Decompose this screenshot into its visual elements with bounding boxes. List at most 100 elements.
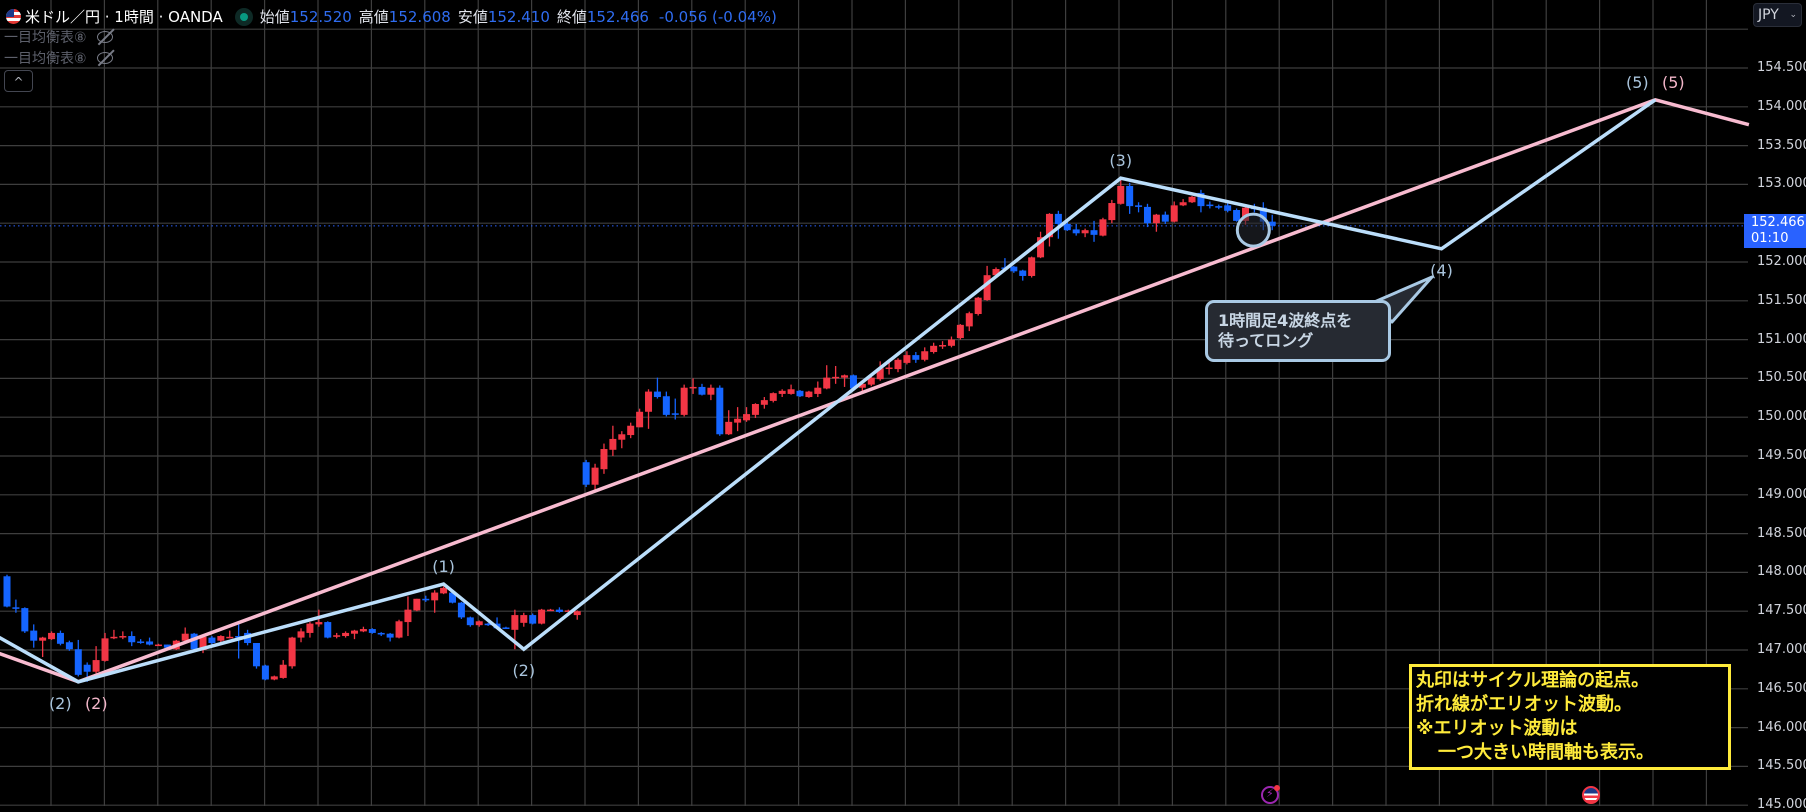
candle [48, 631, 56, 640]
candle [1143, 203, 1151, 228]
price-axis-label: 147.000 [1757, 642, 1806, 657]
symbol-title[interactable]: 米ドル／円 · 1時間 · OANDA [25, 8, 223, 26]
candle [440, 586, 448, 595]
note-line: ※エリオット波動は [1416, 718, 1578, 739]
candle [680, 384, 688, 417]
candle-body [760, 400, 768, 405]
lightning-event-icon[interactable]: ⚡ [1261, 785, 1280, 804]
candle [1090, 220, 1098, 242]
bar-countdown: 01:10 [1751, 231, 1789, 246]
candle-body [395, 621, 403, 638]
candle-body [725, 421, 733, 435]
wave-label: (1) [432, 557, 455, 576]
callout-line: 1時間足4波終点を [1218, 311, 1353, 330]
candle-body [609, 438, 617, 450]
candle-body [894, 359, 902, 370]
candle [912, 352, 920, 363]
candle-body [823, 377, 831, 389]
candle [449, 591, 456, 604]
candle-body [252, 643, 260, 667]
indicator-row[interactable]: 一目均衡表⑧ [4, 27, 113, 47]
candle [137, 639, 145, 644]
candle [101, 632, 109, 662]
candle-body [743, 414, 751, 421]
eye-off-icon[interactable] [96, 31, 113, 43]
candle-body [992, 268, 1000, 276]
candle-body [128, 636, 136, 643]
candle [359, 626, 367, 633]
candle-body [956, 324, 964, 339]
market-open-dot-icon[interactable] [234, 7, 253, 26]
candle-body [627, 425, 635, 436]
candle [350, 629, 358, 640]
candle-body [39, 637, 47, 641]
candle-body [671, 413, 679, 415]
elliott-wave-lines[interactable]: (2) (1) (2) (3) (4) (5) (2) (5) [0, 73, 1750, 713]
collapse-legend-button[interactable]: ^ [4, 70, 33, 92]
candle-body [422, 598, 430, 601]
high-value: 152.608 [388, 7, 451, 26]
candle [1117, 178, 1125, 205]
callout-line: 待ってロング [1218, 331, 1314, 350]
candle [1179, 199, 1187, 207]
eye-off-icon[interactable] [96, 52, 113, 64]
us-economic-event-icon[interactable] [1582, 786, 1600, 804]
candle-body [983, 275, 991, 301]
candle-body [190, 633, 198, 650]
candle-body [413, 598, 421, 611]
candle [3, 574, 11, 608]
candle [21, 607, 29, 633]
candle [333, 632, 341, 639]
cycle-start-circle[interactable] [1235, 212, 1271, 248]
indicator-row[interactable]: 一目均衡表⑧ [4, 48, 113, 68]
note-annotation[interactable]: 丸印はサイクル理論の起点。 折れ線がエリオット波動。 ※エリオット波動は 一つ大… [1409, 664, 1731, 770]
candle [457, 601, 465, 619]
candle-body [30, 630, 38, 641]
change-value: -0.056 (-0.04%) [658, 7, 777, 26]
candle-body [359, 629, 367, 632]
candle [217, 635, 225, 643]
candle [92, 646, 100, 674]
candle-body [1197, 192, 1205, 207]
candle [778, 389, 786, 398]
candle-body [350, 630, 358, 634]
candle-body [814, 387, 822, 394]
candle-body [555, 609, 563, 612]
candle-body [787, 389, 795, 394]
candle [422, 595, 430, 602]
candle-body [484, 623, 492, 626]
candle [867, 376, 875, 387]
candle-body [1143, 206, 1151, 224]
candle-body [600, 449, 608, 470]
close-label: 終値 [556, 8, 587, 26]
candle-body [1063, 223, 1071, 231]
candle-body [841, 375, 849, 378]
candle [270, 675, 278, 681]
callout-annotation[interactable]: 1時間足4波終点を 待ってロング [1205, 300, 1391, 362]
currency-button[interactable]: JPY ⌄ [1753, 3, 1802, 27]
candle [823, 365, 831, 390]
note-line: 丸印はサイクル理論の起点。 [1416, 670, 1650, 691]
candle-body [475, 621, 483, 626]
candle [377, 632, 385, 637]
candle [502, 626, 510, 630]
price-axis-label: 149.500 [1757, 448, 1806, 463]
candle [832, 365, 840, 384]
candle-body [297, 631, 305, 638]
candle-body [3, 576, 11, 607]
candle [1054, 210, 1062, 239]
candle [849, 374, 857, 390]
candle [1072, 223, 1080, 236]
candle-body [199, 636, 207, 650]
candle-body [83, 664, 91, 672]
candle-body [636, 411, 644, 428]
candle-body [1037, 237, 1045, 258]
candle [181, 627, 189, 643]
candle-body [1224, 205, 1232, 211]
candle-body [1108, 203, 1116, 221]
candle [119, 631, 127, 640]
price-axis-label: 147.500 [1757, 603, 1806, 619]
candle [538, 608, 546, 625]
candle-body [1028, 257, 1036, 276]
